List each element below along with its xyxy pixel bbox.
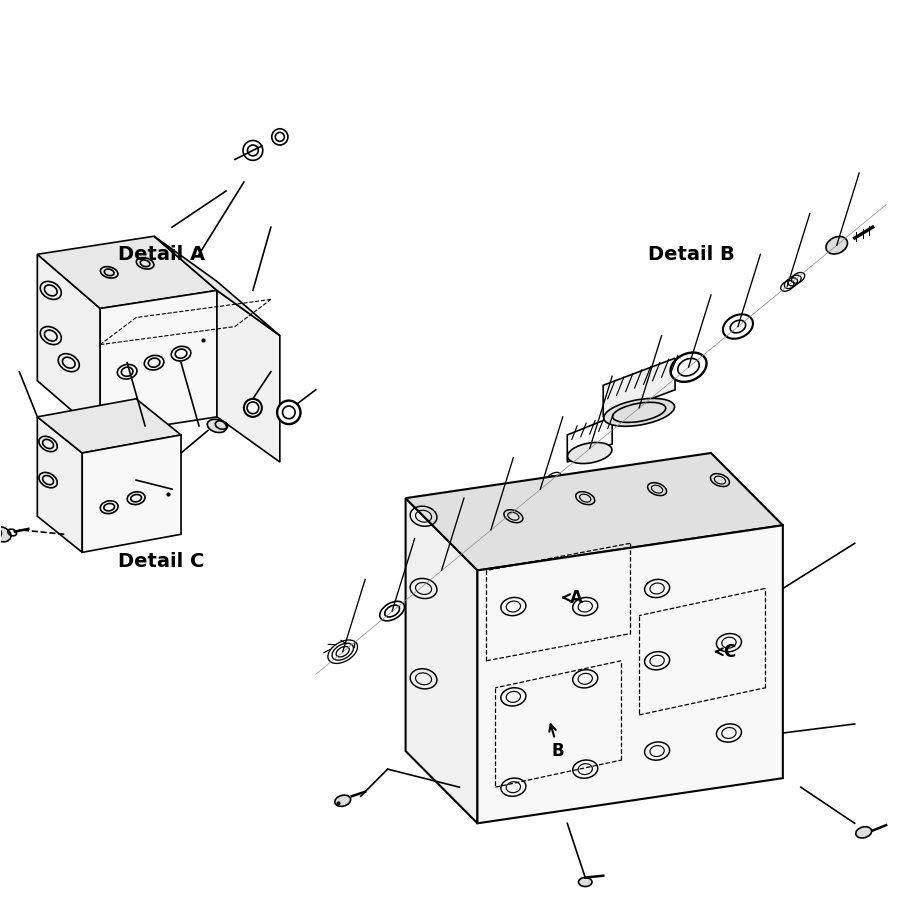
Ellipse shape bbox=[826, 236, 848, 254]
Polygon shape bbox=[100, 291, 217, 435]
Polygon shape bbox=[37, 255, 100, 435]
Text: B: B bbox=[550, 725, 565, 760]
Polygon shape bbox=[37, 236, 217, 308]
Polygon shape bbox=[405, 498, 478, 824]
Ellipse shape bbox=[272, 129, 288, 145]
Text: A: A bbox=[563, 589, 583, 606]
Ellipse shape bbox=[207, 419, 227, 432]
Ellipse shape bbox=[604, 399, 675, 427]
Text: C: C bbox=[716, 642, 735, 660]
Polygon shape bbox=[37, 399, 181, 453]
Polygon shape bbox=[478, 525, 783, 824]
Ellipse shape bbox=[0, 526, 11, 542]
Ellipse shape bbox=[243, 140, 263, 160]
Ellipse shape bbox=[670, 352, 706, 381]
Ellipse shape bbox=[578, 878, 592, 887]
Circle shape bbox=[482, 521, 500, 539]
Polygon shape bbox=[82, 435, 181, 553]
Polygon shape bbox=[603, 358, 675, 417]
Text: Detail B: Detail B bbox=[648, 245, 735, 264]
Ellipse shape bbox=[856, 826, 871, 838]
Ellipse shape bbox=[244, 399, 262, 417]
Text: Detail C: Detail C bbox=[118, 552, 205, 571]
Ellipse shape bbox=[723, 314, 753, 339]
Ellipse shape bbox=[335, 795, 350, 806]
Polygon shape bbox=[37, 417, 82, 553]
Ellipse shape bbox=[568, 442, 612, 464]
Polygon shape bbox=[154, 236, 280, 335]
Polygon shape bbox=[405, 453, 783, 571]
Polygon shape bbox=[217, 291, 280, 462]
Text: Detail A: Detail A bbox=[118, 245, 205, 264]
Ellipse shape bbox=[278, 400, 301, 424]
